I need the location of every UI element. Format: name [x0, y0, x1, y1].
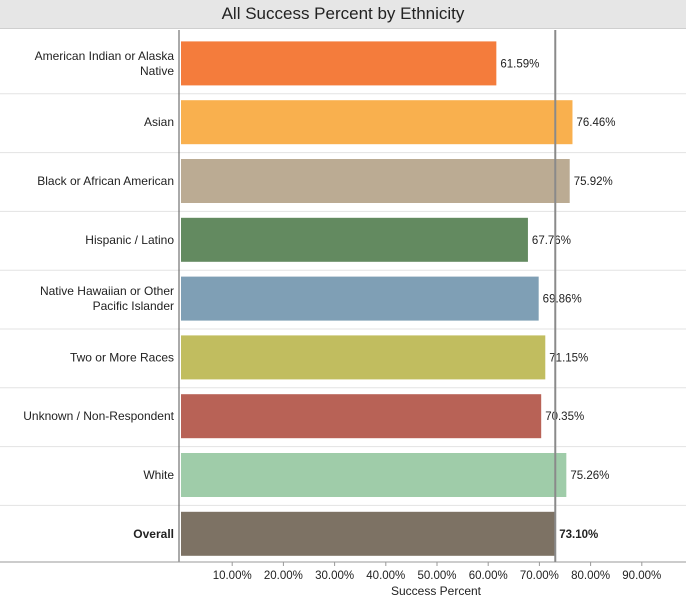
x-tick-label: 50.00%	[417, 570, 456, 582]
bar	[181, 335, 546, 380]
chart-title: All Success Percent by Ethnicity	[221, 4, 465, 23]
bar	[181, 453, 567, 497]
x-tick-label: 80.00%	[571, 570, 610, 582]
category-label: Native	[140, 64, 174, 78]
bar	[181, 394, 542, 439]
x-tick-label: 30.00%	[315, 570, 354, 582]
title-bar: All Success Percent by Ethnicity	[0, 0, 686, 29]
category-label: Black or African American	[37, 174, 174, 188]
category-label: Pacific Islander	[93, 299, 174, 313]
x-tick-label: 20.00%	[264, 570, 303, 582]
x-tick-label: 60.00%	[469, 570, 508, 582]
bar	[181, 276, 539, 321]
value-label: 70.35%	[545, 411, 584, 423]
value-label: 76.46%	[576, 117, 615, 129]
value-label: 71.15%	[549, 352, 588, 364]
value-label: 69.86%	[543, 294, 582, 306]
bar	[181, 217, 528, 262]
x-tick-label: 40.00%	[366, 570, 405, 582]
category-label: Two or More Races	[70, 350, 174, 364]
value-label: 75.26%	[570, 470, 609, 482]
x-tick-label: 90.00%	[622, 570, 661, 582]
value-label: 61.59%	[500, 58, 539, 70]
category-label: White	[143, 468, 174, 482]
x-tick-label: 70.00%	[520, 570, 559, 582]
value-label: 75.92%	[574, 176, 613, 188]
value-label: 67.76%	[532, 235, 571, 247]
value-label: 73.10%	[559, 529, 598, 541]
bar	[181, 100, 573, 145]
category-label: Native Hawaiian or Other	[40, 284, 174, 298]
category-label: Unknown / Non-Respondent	[23, 409, 174, 423]
category-label: Hispanic / Latino	[85, 233, 174, 247]
category-label: Asian	[144, 115, 174, 129]
bar	[181, 159, 570, 203]
category-label: Overall	[133, 527, 174, 541]
category-label: American Indian or Alaska	[35, 49, 175, 63]
x-axis-title: Success Percent	[391, 584, 482, 598]
bar	[181, 511, 556, 556]
x-tick-label: 10.00%	[213, 570, 252, 582]
bar	[181, 41, 497, 86]
